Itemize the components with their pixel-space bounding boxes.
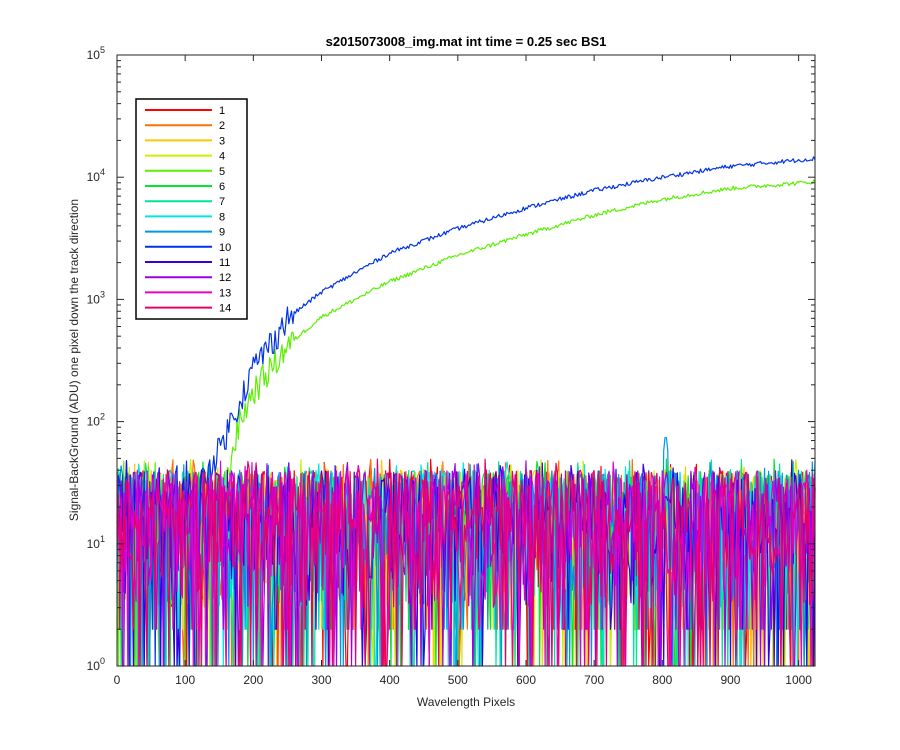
series-line-10 (116, 156, 816, 667)
series-layer (116, 156, 816, 667)
legend-label: 7 (219, 196, 225, 208)
legend-label: 9 (219, 227, 225, 239)
y-tick-label: 100 (87, 656, 105, 673)
y-tick-label: 103 (87, 289, 105, 306)
legend-label: 10 (219, 242, 231, 254)
x-axis: 0 100 200 300 400 500 600 700 800 900 1000 (114, 55, 812, 687)
legend-label: 5 (219, 166, 225, 178)
legend-label: 2 (219, 120, 225, 132)
legend-label: 12 (219, 272, 231, 284)
x-tick-label: 800 (652, 673, 672, 687)
legend-label: 6 (219, 181, 225, 193)
y-tick-label: 105 (87, 45, 105, 62)
legend-label: 3 (219, 135, 225, 147)
x-tick-label: 900 (720, 673, 740, 687)
x-tick-label: 700 (584, 673, 604, 687)
x-tick-label: 200 (243, 673, 263, 687)
x-tick-label: 300 (311, 673, 331, 687)
legend-label: 13 (219, 287, 231, 299)
chart-title: s2015073008_img.mat int time = 0.25 sec … (326, 34, 607, 49)
legend-label: 11 (219, 257, 230, 269)
x-tick-label: 600 (516, 673, 536, 687)
x-tick-label: 0 (114, 673, 121, 687)
x-tick-label: 500 (448, 673, 468, 687)
legend-label: 1 (219, 105, 225, 117)
legend-box (135, 98, 248, 320)
x-axis-label: Wavelength Pixels (417, 695, 515, 709)
y-tick-label: 104 (87, 167, 105, 184)
x-tick-label: 1000 (785, 673, 812, 687)
y-tick-label: 101 (87, 534, 105, 551)
series-line-14 (116, 458, 816, 667)
plot-frame (116, 54, 816, 667)
x-tick-label: 100 (175, 673, 195, 687)
legend-label: 4 (219, 151, 225, 163)
y-axis-label: Signal-BackGround (ADU) one pixel down t… (67, 199, 81, 521)
y-tick-label: 102 (87, 412, 105, 429)
legend-label: 8 (219, 211, 225, 223)
x-tick-label: 400 (380, 673, 400, 687)
series-line-5 (116, 179, 816, 667)
legend-label: 14 (219, 303, 231, 315)
